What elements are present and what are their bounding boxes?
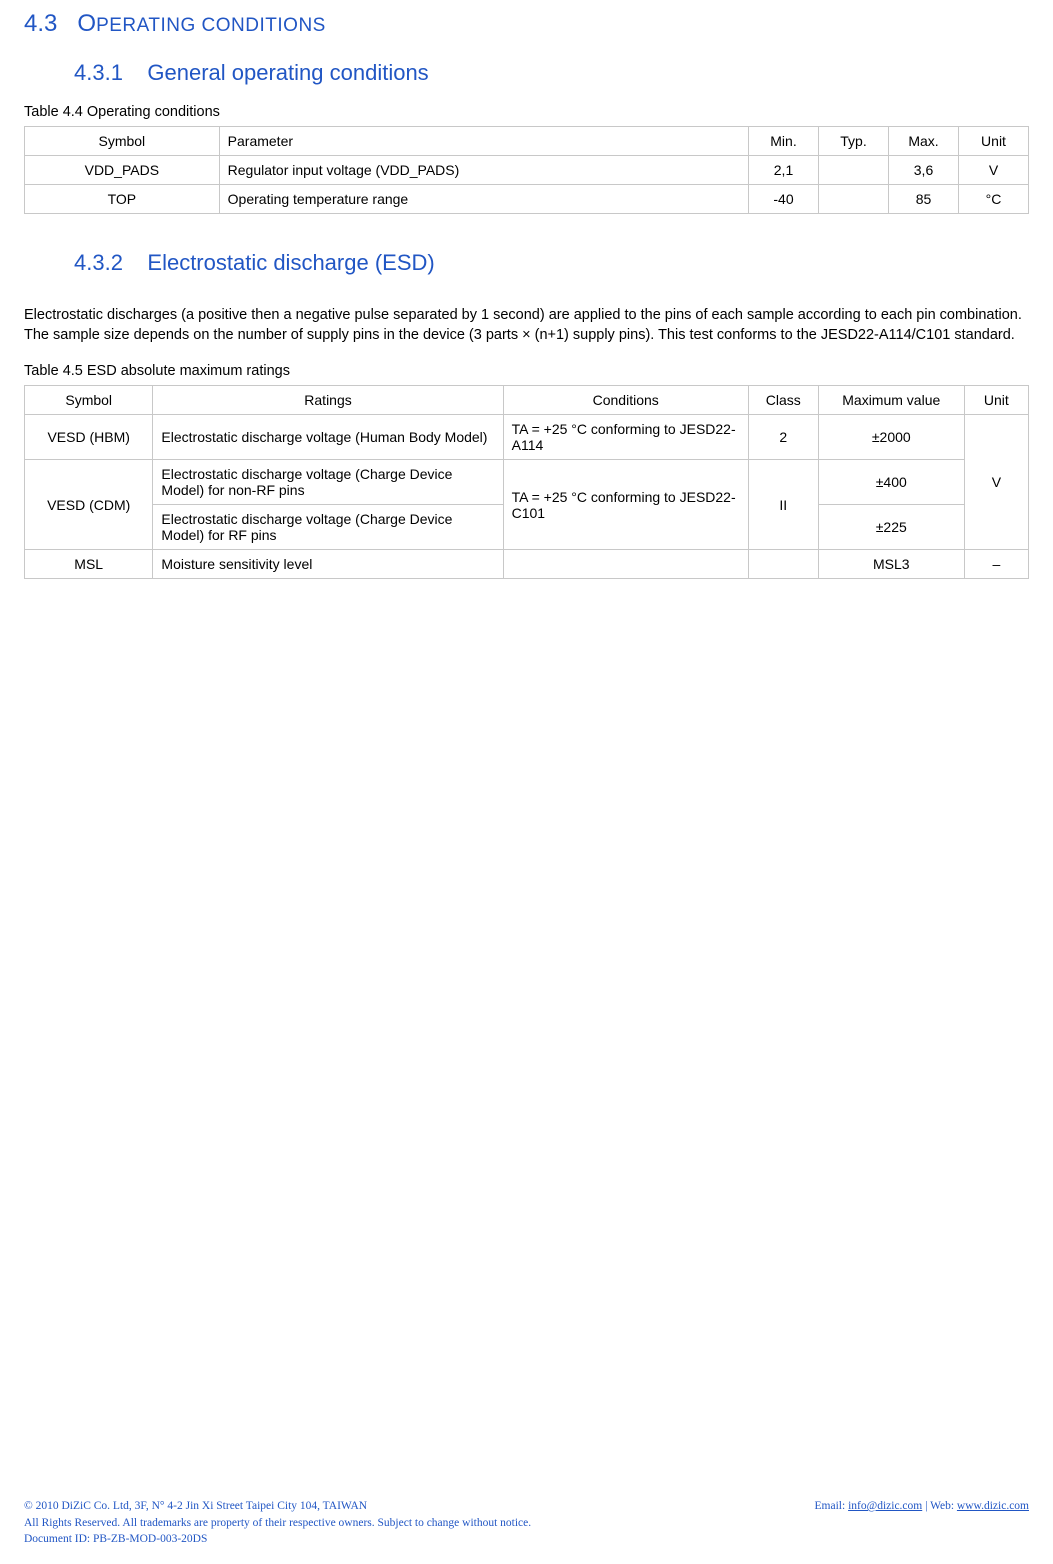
cell-ratings: Electrostatic discharge voltage (Charge … xyxy=(153,505,503,550)
footer-email-link[interactable]: info@dizic.com xyxy=(848,1500,922,1512)
th-symbol: Symbol xyxy=(25,386,153,415)
footer-line2: All Rights Reserved. All trademarks are … xyxy=(24,1515,1029,1532)
table-44: Symbol Parameter Min. Typ. Max. Unit VDD… xyxy=(24,126,1029,214)
section-heading: 4.3 OPERATING CONDITIONS xyxy=(24,10,1029,38)
cell-conditions xyxy=(503,550,748,579)
th-symbol: Symbol xyxy=(25,127,220,156)
section-title-first: O xyxy=(77,10,96,37)
cell-typ xyxy=(819,185,889,214)
cell-class: 2 xyxy=(748,415,818,460)
sub1-title: General operating conditions xyxy=(147,60,428,85)
cell-unit: V xyxy=(959,156,1029,185)
section-title-rest: PERATING CONDITIONS xyxy=(96,15,326,36)
footer-web-link[interactable]: www.dizic.com xyxy=(957,1500,1029,1512)
cell-maxval: ±2000 xyxy=(818,415,964,460)
cell-max: 3,6 xyxy=(889,156,959,185)
cell-maxval: ±225 xyxy=(818,505,964,550)
section-number: 4.3 xyxy=(24,10,57,37)
cell-symbol: VESD (CDM) xyxy=(25,460,153,550)
cell-ratings: Electrostatic discharge voltage (Human B… xyxy=(153,415,503,460)
th-unit: Unit xyxy=(964,386,1028,415)
th-typ: Typ. xyxy=(819,127,889,156)
subsection-432: 4.3.2 Electrostatic discharge (ESD) xyxy=(74,250,1029,276)
cell-unit: °C xyxy=(959,185,1029,214)
th-min: Min. xyxy=(749,127,819,156)
footer-line1: © 2010 DiZiC Co. Ltd, 3F, N° 4-2 Jin Xi … xyxy=(24,1498,1029,1515)
sub2-number: 4.3.2 xyxy=(74,250,123,275)
th-class: Class xyxy=(748,386,818,415)
th-max: Max. xyxy=(889,127,959,156)
table45-caption: Table 4.5 ESD absolute maximum ratings xyxy=(24,363,1029,379)
footer-copyright: © 2010 DiZiC Co. Ltd, 3F, N° 4-2 Jin Xi … xyxy=(24,1498,367,1515)
cell-typ xyxy=(819,156,889,185)
th-unit: Unit xyxy=(959,127,1029,156)
cell-conditions: TA = +25 °C conforming to JESD22-A114 xyxy=(503,415,748,460)
table-45: Symbol Ratings Conditions Class Maximum … xyxy=(24,385,1029,579)
footer-contact: Email: info@dizic.com | Web: www.dizic.c… xyxy=(815,1498,1029,1515)
cell-conditions: TA = +25 °C conforming to JESD22-C101 xyxy=(503,460,748,550)
cell-max: 85 xyxy=(889,185,959,214)
cell-class: II xyxy=(748,460,818,550)
cell-symbol: TOP xyxy=(25,185,220,214)
th-conditions: Conditions xyxy=(503,386,748,415)
esd-paragraph: Electrostatic discharges (a positive the… xyxy=(24,306,1029,345)
th-parameter: Parameter xyxy=(219,127,748,156)
th-ratings: Ratings xyxy=(153,386,503,415)
cell-ratings: Moisture sensitivity level xyxy=(153,550,503,579)
cell-symbol: MSL xyxy=(25,550,153,579)
cell-maxval: MSL3 xyxy=(818,550,964,579)
cell-min: 2,1 xyxy=(749,156,819,185)
cell-class xyxy=(748,550,818,579)
table-row: Symbol Ratings Conditions Class Maximum … xyxy=(25,386,1029,415)
table-row: VESD (CDM) Electrostatic discharge volta… xyxy=(25,460,1029,505)
table-row: Symbol Parameter Min. Typ. Max. Unit xyxy=(25,127,1029,156)
cell-unit: – xyxy=(964,550,1028,579)
footer-email-prefix: Email: xyxy=(815,1500,849,1512)
cell-symbol: VDD_PADS xyxy=(25,156,220,185)
page-footer: © 2010 DiZiC Co. Ltd, 3F, N° 4-2 Jin Xi … xyxy=(24,1498,1029,1548)
th-maxval: Maximum value xyxy=(818,386,964,415)
cell-symbol: VESD (HBM) xyxy=(25,415,153,460)
cell-unit: V xyxy=(964,415,1028,550)
table-row: TOP Operating temperature range -40 85 °… xyxy=(25,185,1029,214)
table-row: VDD_PADS Regulator input voltage (VDD_PA… xyxy=(25,156,1029,185)
cell-parameter: Operating temperature range xyxy=(219,185,748,214)
cell-parameter: Regulator input voltage (VDD_PADS) xyxy=(219,156,748,185)
table-row: MSL Moisture sensitivity level MSL3 – xyxy=(25,550,1029,579)
cell-min: -40 xyxy=(749,185,819,214)
subsection-431: 4.3.1 General operating conditions xyxy=(74,60,1029,86)
footer-mid: | Web: xyxy=(922,1500,957,1512)
footer-line3: Document ID: PB-ZB-MOD-003-20DS xyxy=(24,1531,1029,1548)
sub2-title: Electrostatic discharge (ESD) xyxy=(147,250,434,275)
sub1-number: 4.3.1 xyxy=(74,60,123,85)
table44-caption: Table 4.4 Operating conditions xyxy=(24,104,1029,120)
table-row: VESD (HBM) Electrostatic discharge volta… xyxy=(25,415,1029,460)
cell-maxval: ±400 xyxy=(818,460,964,505)
cell-ratings: Electrostatic discharge voltage (Charge … xyxy=(153,460,503,505)
